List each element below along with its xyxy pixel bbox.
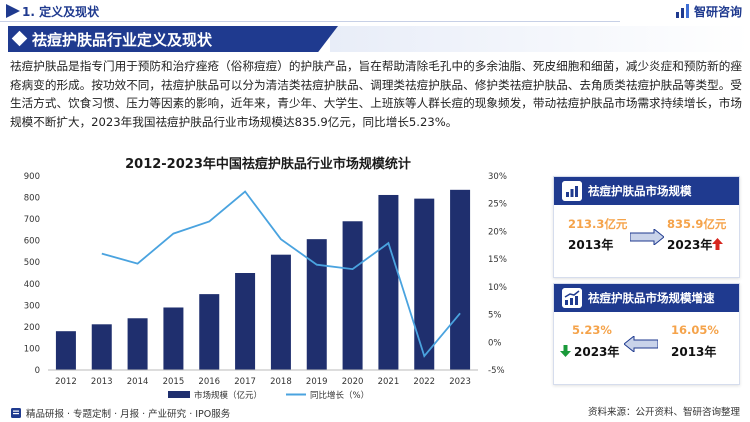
trend-up-icon: [712, 238, 723, 250]
x-tick-label: 2018: [270, 377, 292, 387]
year-2013: 2013年: [568, 238, 614, 252]
section-title: 1. 定义及现状: [22, 5, 100, 19]
bar-2016: [199, 294, 220, 370]
x-tick-label: 2014: [127, 377, 149, 387]
arrow-right-icon: [630, 229, 664, 245]
footer-services-text: 精品研报 · 专题定制 · 月报 · 产业研究 · IPO服务: [26, 409, 231, 420]
card-title: 祛痘护肤品市场规模增速: [588, 291, 715, 305]
x-tick-label: 2015: [163, 377, 185, 387]
left-tick-label: 500: [24, 258, 40, 268]
x-tick-label: 2019: [306, 377, 328, 387]
growth-badge-icon: [562, 288, 582, 308]
x-tick-label: 2021: [378, 377, 400, 387]
left-tick-label: 0: [35, 366, 40, 376]
right-tick-label: 10%: [488, 283, 507, 293]
footer: 精品研报 · 专题定制 · 月报 · 产业研究 · IPO服务 资料来源：公开资…: [0, 402, 750, 422]
right-tick-label: 0%: [488, 338, 502, 348]
left-tick-label: 600: [24, 237, 40, 247]
top-bar: 1. 定义及现状 智研咨询: [0, 0, 750, 24]
card-body: 213.3亿元 2013年 835.9亿元 2023年: [554, 205, 739, 277]
right-tick-label: 5%: [488, 311, 502, 321]
section-marker-icon: [6, 4, 20, 18]
growth-line: [101, 190, 461, 358]
card-header: 祛痘护肤品市场规模增速: [554, 284, 739, 312]
growth-year-2023: 2023年: [574, 345, 620, 359]
card-header: 祛痘护肤品市场规模: [554, 177, 739, 205]
x-tick-label: 2012: [55, 377, 77, 387]
x-tick-label: 2022: [413, 377, 435, 387]
left-axis: 0 100 200 300 400 500 600 700 800 900: [24, 172, 40, 376]
right-tick-label: 20%: [488, 227, 507, 237]
bar-2014: [127, 318, 148, 370]
left-tick-label: 800: [24, 194, 40, 204]
growth-2013: 16.05%: [671, 323, 719, 337]
chart-legend: 市场规模（亿元） 同比增长（%）: [168, 390, 369, 401]
chart-title: 2012-2023年中国祛痘护肤品行业市场规模统计: [125, 157, 411, 172]
left-tick-label: 700: [24, 215, 40, 225]
x-tick-label: 2016: [198, 377, 220, 387]
arrow-left-icon: [624, 336, 658, 352]
bar-2023: [450, 189, 471, 370]
year-2023: 2023年: [667, 238, 713, 252]
footer-services: 精品研报 · 专题定制 · 月报 · 产业研究 · IPO服务: [10, 406, 230, 420]
right-tick-label: -5%: [488, 366, 505, 376]
x-tick-label: 2020: [342, 377, 364, 387]
page-title: 祛痘护肤品行业定义及现状: [32, 31, 213, 49]
logo-text: 智研咨询: [693, 4, 742, 19]
left-tick-label: 100: [24, 344, 40, 354]
trend-down-icon: [560, 345, 571, 357]
chart-badge-icon: [562, 181, 582, 201]
legend-bar-label: 市场规模（亿元）: [194, 390, 262, 401]
market-size-chart: 0 100 200 300 400 500 600 700 800 900 -5% 0% 5% 10% 1…: [0, 168, 530, 412]
x-tick-label: 2013: [91, 377, 113, 387]
data-source: 资料来源：公开资料、智研咨询整理: [587, 407, 740, 418]
growth-rate-card: 祛痘护肤品市场规模增速 5.23% 2023年 16.05% 2013年: [553, 283, 740, 385]
left-tick-label: 300: [24, 301, 40, 311]
intro-paragraph: 祛痘护肤品是指专门用于预防和治疗痤疮（俗称痘痘）的护肤产品，旨在帮助清除毛孔中的…: [10, 59, 742, 129]
left-tick-label: 200: [24, 323, 40, 333]
logo-icon: [675, 4, 689, 18]
right-axis: -5% 0% 5% 10% 15% 20% 25% 30%: [488, 172, 507, 376]
bar-2015: [163, 307, 184, 370]
value-2023: 835.9亿元: [667, 217, 727, 231]
diamond-icon: [11, 30, 28, 47]
brand-logo: 智研咨询: [675, 2, 742, 20]
x-tick-label: 2023: [449, 377, 471, 387]
x-axis-labels: 2012 2013 2014 2015 2016 2017 2018 2019 2020 2021…: [48, 369, 478, 387]
left-tick-label: 900: [24, 172, 40, 182]
growth-2023: 5.23%: [572, 323, 612, 337]
growth-year-2013: 2013年: [671, 345, 717, 359]
value-2013: 213.3亿元: [568, 217, 628, 231]
bar-series: [55, 189, 471, 370]
left-tick-label: 400: [24, 280, 40, 290]
bar-2018: [270, 254, 291, 370]
title-banner: 祛痘护肤品行业定义及现状: [8, 26, 338, 52]
right-tick-label: 25%: [488, 200, 507, 210]
bar-2022: [414, 198, 435, 370]
bar-2012: [55, 331, 76, 370]
banner-tail: [330, 26, 750, 52]
legend-line-label: 同比增长（%）: [310, 390, 369, 401]
card-title: 祛痘护肤品市场规模: [588, 184, 692, 198]
bar-2020: [342, 221, 363, 370]
market-size-card: 祛痘护肤品市场规模 213.3亿元 2013年 835.9亿元 2023年: [553, 176, 740, 278]
bar-2013: [91, 324, 112, 370]
legend-bar-swatch: [168, 391, 190, 398]
report-icon: [11, 408, 21, 418]
x-tick-label: 2017: [234, 377, 256, 387]
card-body: 5.23% 2023年 16.05% 2013年: [554, 312, 739, 384]
right-tick-label: 30%: [488, 172, 507, 182]
chart-svg: 0 100 200 300 400 500 600 700 800 900 -5% 0% 5% 10% 1…: [24, 172, 507, 401]
header-rule: [0, 21, 620, 22]
right-tick-label: 15%: [488, 255, 507, 265]
bar-2021: [378, 194, 399, 370]
bar-2019: [306, 239, 327, 370]
line-series: [101, 190, 461, 358]
bar-2017: [235, 273, 256, 370]
